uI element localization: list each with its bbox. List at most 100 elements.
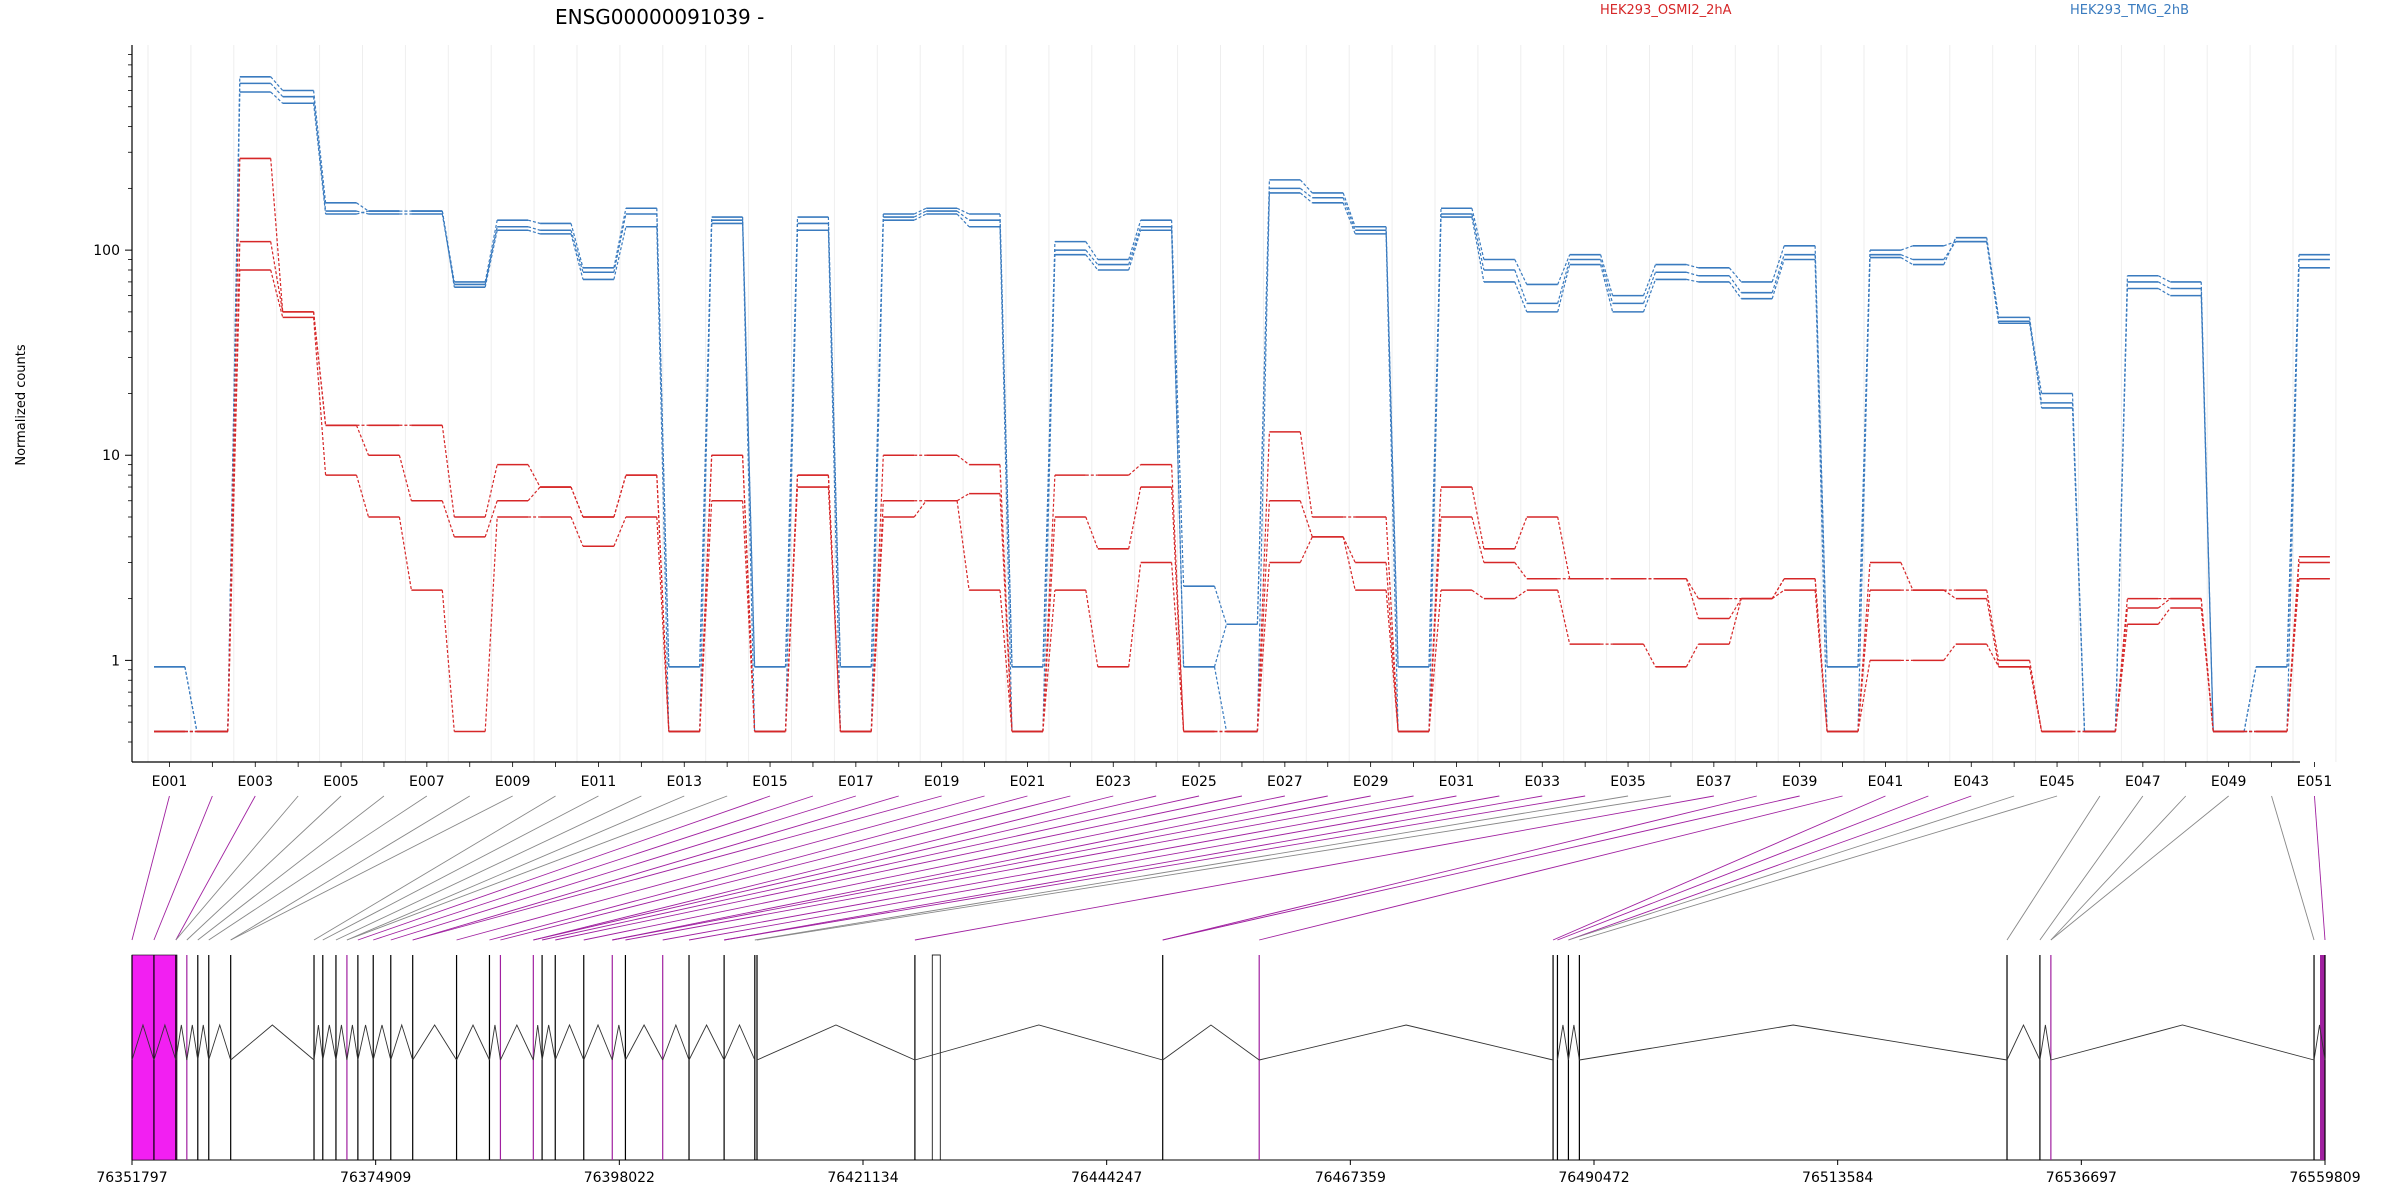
x-tick-label: E047 — [2125, 774, 2161, 790]
intron-chevron — [313, 1024, 324, 1061]
x-tick-label: E029 — [1353, 774, 1389, 790]
connector-line — [1552, 795, 1886, 941]
intron-chevron — [500, 1023, 534, 1061]
x-tick-label: E017 — [838, 774, 874, 790]
track-tick-label: 76398022 — [584, 1170, 655, 1186]
track-tick-label: 76421134 — [827, 1170, 898, 1186]
x-tick-label: E037 — [1696, 774, 1732, 790]
x-tick-label: E033 — [1524, 774, 1560, 790]
x-tick-label: E011 — [581, 774, 617, 790]
connector-line — [1568, 795, 2015, 941]
track-tick-label: 76374909 — [340, 1170, 411, 1186]
intron-chevron — [2313, 1024, 2326, 1061]
intron-chevron — [346, 1024, 359, 1061]
series-connector — [184, 91, 2300, 733]
connector-line — [533, 795, 1157, 941]
x-tick-label: E015 — [752, 774, 788, 790]
intron-chevron — [208, 1023, 232, 1061]
connector-line — [131, 795, 170, 941]
series-connector — [184, 241, 2300, 733]
intron-chevron — [583, 1023, 613, 1061]
exon-block — [2320, 955, 2325, 1160]
intron-chevron — [2050, 1024, 2315, 1061]
connector-line — [412, 795, 899, 941]
track-tick-label: 76490472 — [1558, 1170, 1629, 1186]
intron-chevron — [688, 1023, 725, 1061]
x-tick-label: E013 — [666, 774, 702, 790]
y-axis-label: Normalized counts — [14, 344, 29, 466]
connector-line — [756, 795, 1672, 941]
x-tick-label: E049 — [2211, 774, 2247, 790]
connector-line — [612, 795, 1328, 941]
connector-line — [1568, 795, 1972, 941]
intron-chevron — [390, 1023, 414, 1061]
chart-title: ENSG00000091039 - — [555, 5, 764, 29]
x-tick-label: E035 — [1610, 774, 1646, 790]
intron-chevron — [197, 1024, 210, 1061]
connector-line — [1557, 795, 1929, 941]
connector-line — [583, 795, 1285, 941]
connector-line — [625, 795, 1414, 941]
x-tick-label: E001 — [152, 774, 188, 790]
intron-chevron — [1557, 1024, 1569, 1061]
x-tick-label: E027 — [1267, 774, 1303, 790]
x-tick-label: E043 — [1953, 774, 1989, 790]
intron-chevron — [357, 1024, 374, 1061]
intron-chevron — [723, 1023, 756, 1061]
series-layer — [154, 75, 2330, 733]
series-3 — [154, 91, 2330, 733]
connector-line — [1162, 795, 1800, 941]
connector-line — [555, 795, 1243, 941]
x-tick-label: E041 — [1868, 774, 1904, 790]
intron-chevron — [532, 1024, 543, 1061]
y-tick-label: 100 — [93, 243, 120, 259]
connector-line — [541, 795, 1200, 941]
series-connector — [184, 82, 2300, 732]
connector-line — [612, 795, 1371, 941]
track-tick-label: 76467359 — [1315, 1170, 1386, 1186]
track-tick-label: 76559809 — [2289, 1170, 2360, 1186]
series-1 — [154, 75, 2330, 733]
series-connector — [184, 158, 2300, 733]
intron-chevron — [2006, 1023, 2041, 1061]
connector-line — [724, 795, 1586, 941]
connector-line — [662, 795, 1457, 941]
series-2 — [154, 82, 2330, 733]
connector-line — [2050, 795, 2187, 941]
intron-chevron — [541, 1024, 556, 1061]
connector-line — [489, 795, 1028, 941]
connector-line — [724, 795, 1543, 941]
connector-line — [1259, 795, 1843, 941]
series-line — [154, 82, 2330, 733]
connector-line — [2006, 795, 2101, 941]
intron-chevron — [662, 1023, 690, 1061]
legend-entry-2: HEK293_TMG_2hB — [2070, 3, 2189, 18]
series-line — [154, 269, 2330, 733]
connector-line — [914, 795, 1714, 941]
connector-line — [412, 795, 942, 941]
intron-chevron — [186, 1024, 199, 1061]
connector-line — [322, 795, 599, 941]
connector-line — [373, 795, 814, 941]
track-tick-label: 76513584 — [1802, 1170, 1873, 1186]
series-line — [154, 157, 2330, 733]
intron-chevron — [230, 1024, 315, 1061]
series-line — [154, 240, 2330, 733]
series-connector — [184, 76, 2300, 732]
connector-line — [533, 795, 1114, 941]
connector-line — [500, 795, 1071, 941]
x-tick-label: E005 — [323, 774, 359, 790]
x-tick-label: E031 — [1439, 774, 1475, 790]
intron-chevron — [322, 1024, 337, 1061]
series-5 — [154, 240, 2330, 733]
exon-connectors — [131, 795, 2326, 941]
intron-chevron — [914, 1024, 1163, 1061]
connector-line — [1162, 795, 1757, 941]
intron-chevron — [1259, 1024, 1554, 1061]
intron-chevron — [611, 1024, 626, 1061]
x-tick-label: E051 — [2297, 774, 2333, 790]
intron-chevron — [2039, 1024, 2052, 1061]
connector-line — [335, 795, 642, 941]
connector-line — [186, 795, 342, 941]
